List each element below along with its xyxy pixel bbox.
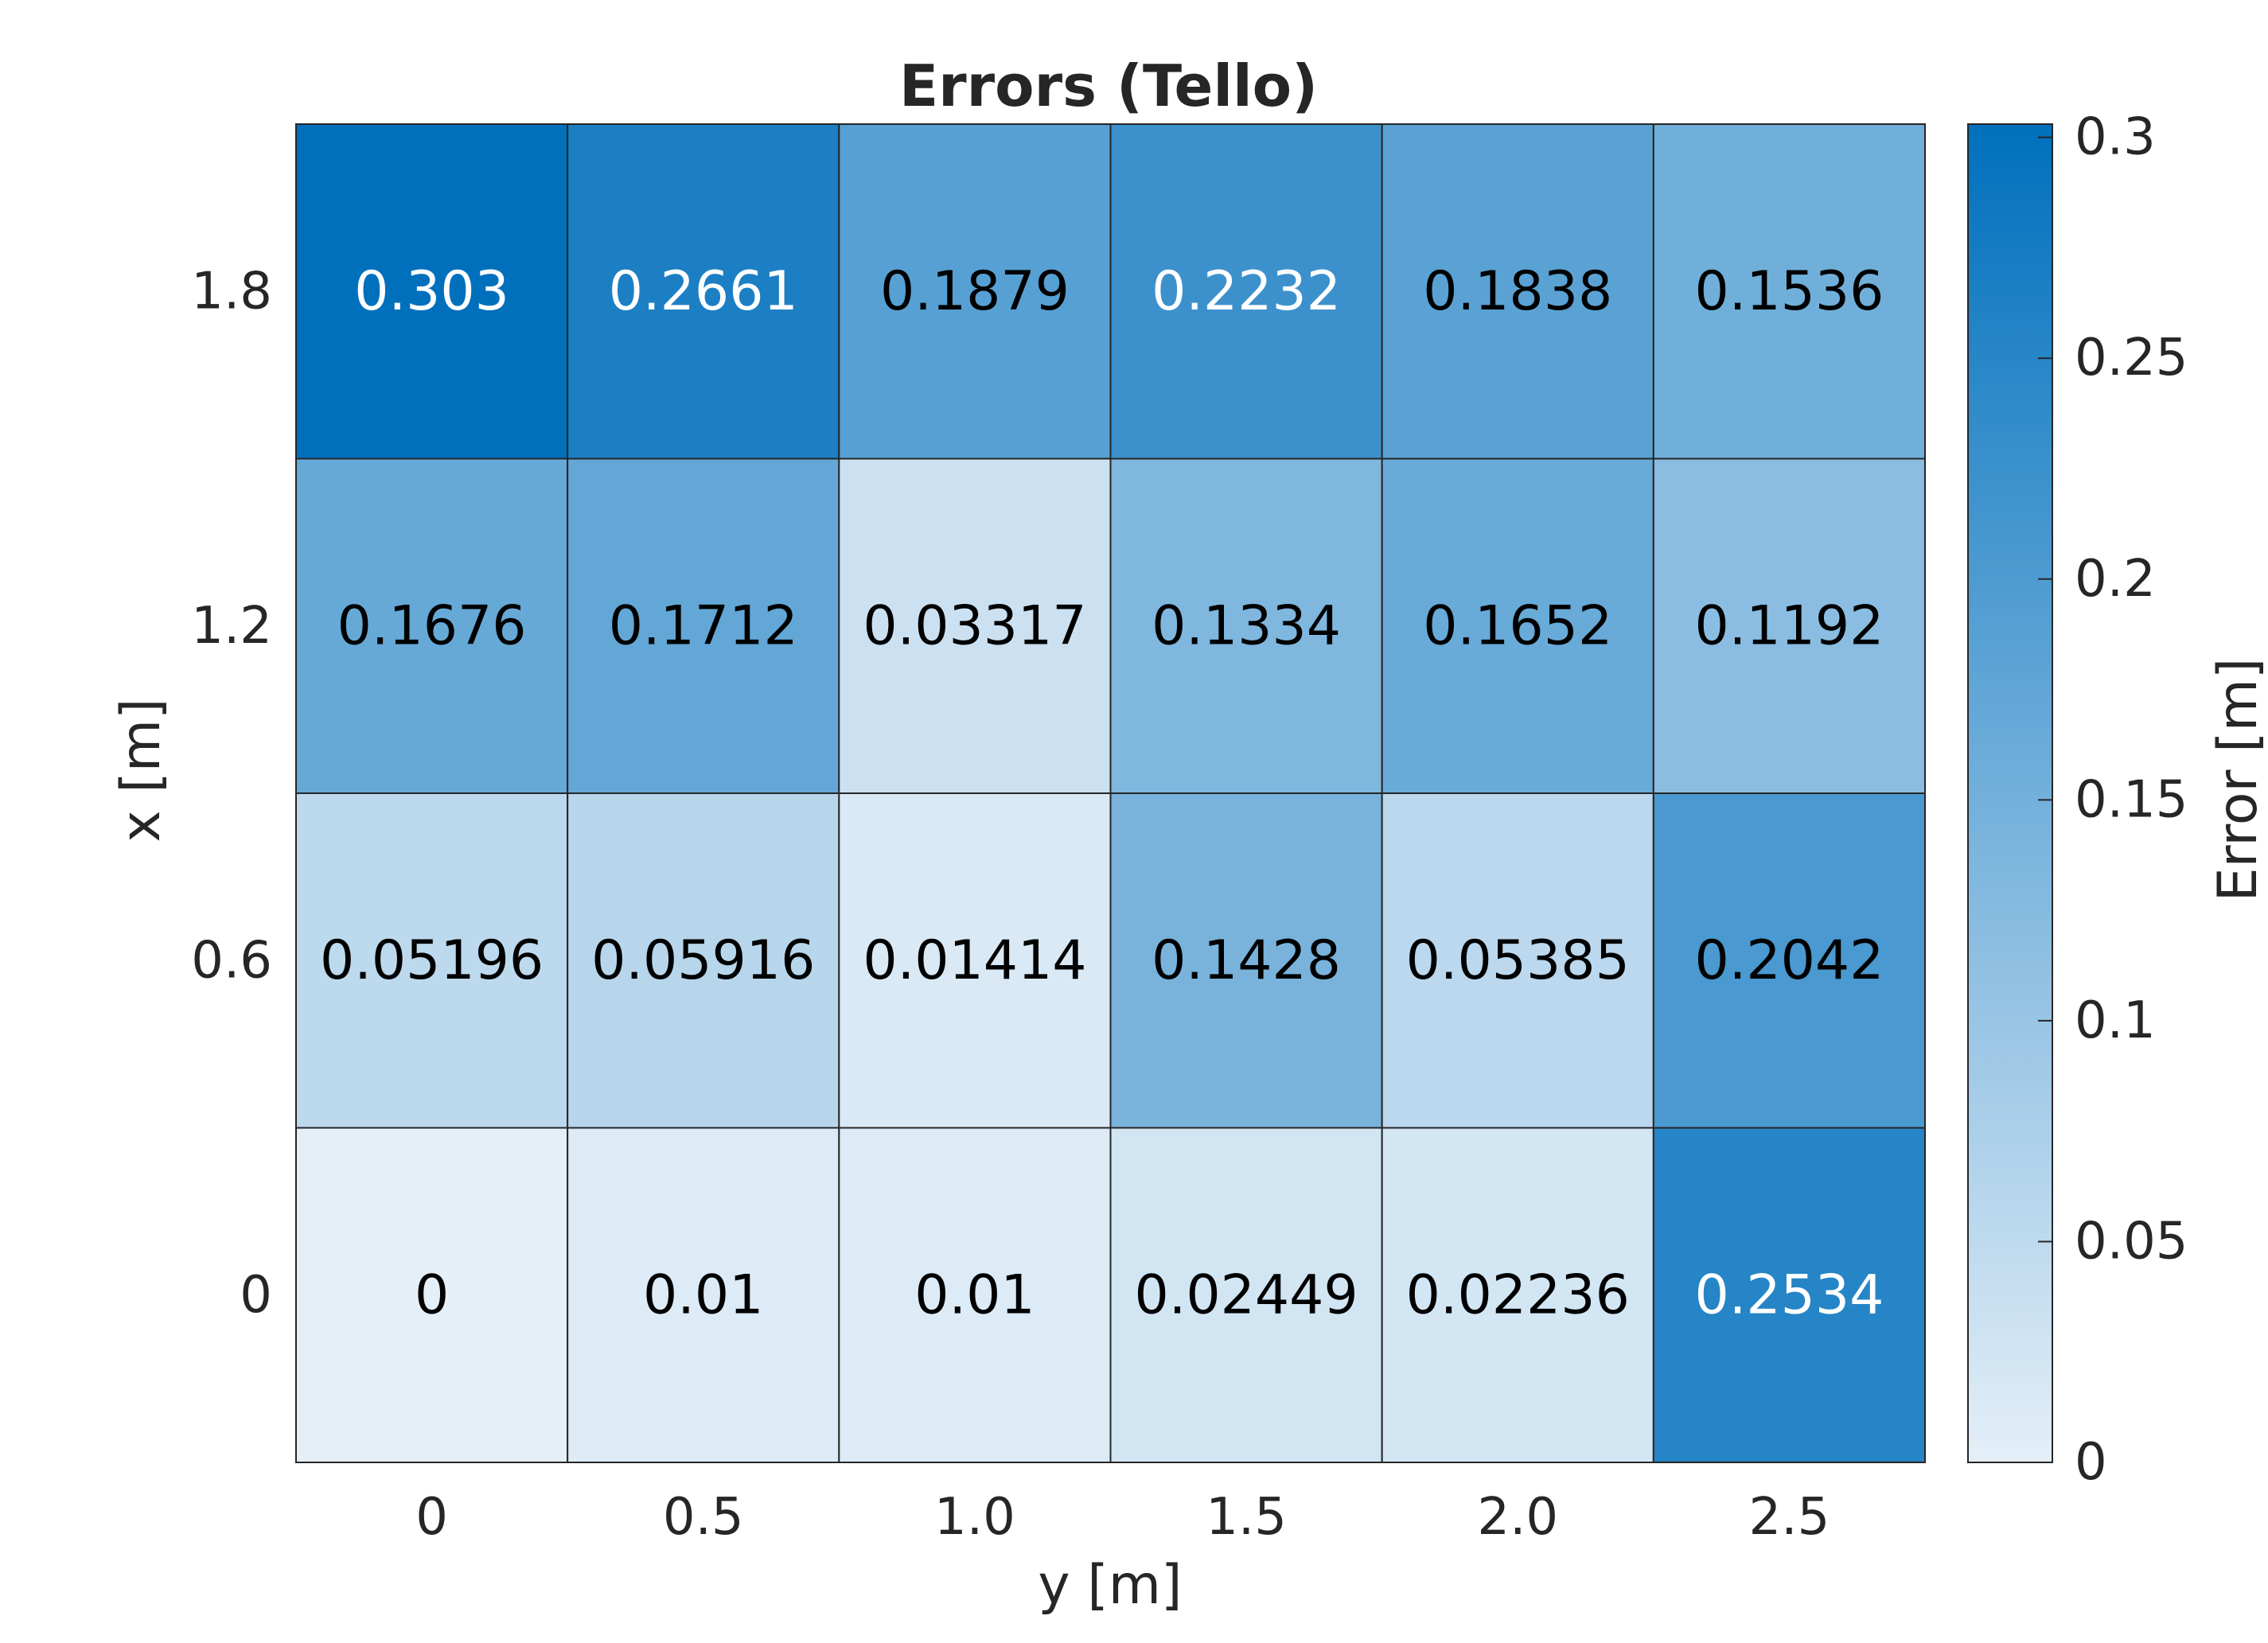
colorbar-tick-label: 0.1 (2075, 991, 2156, 1050)
cell-value-label: 0.01 (914, 1263, 1035, 1326)
heatmap-cell (567, 457, 840, 794)
cell-value-label: 0.02236 (1406, 1263, 1630, 1326)
cell-value-label: 0.02449 (1134, 1263, 1358, 1326)
heatmap-cell (838, 792, 1112, 1129)
cell-value-label: 0.05196 (320, 929, 544, 992)
heatmap-cell (567, 1127, 840, 1463)
cell-value-label: 0.05385 (1406, 929, 1630, 992)
cell-value-label: 0.01414 (863, 929, 1086, 992)
heatmap-cell-labels: 0.303 0.2661 0.1879 0.2232 0.1838 0.1536 0.167… (320, 260, 1884, 1327)
cell-value-label: 0 (415, 1263, 449, 1326)
cell-value-label: 0.1676 (337, 594, 527, 657)
y-tick-labels: 1.8 1.2 0.6 0 (191, 262, 272, 1325)
heatmap-cell (567, 123, 840, 460)
y-tick-label: 1.2 (191, 597, 272, 656)
cell-value-label: 0.01 (643, 1263, 763, 1326)
heatmap-cell (295, 457, 569, 794)
colorbar-tick-label: 0.15 (2075, 770, 2188, 829)
heatmap-cell (1109, 457, 1383, 794)
heatmap-cell (1381, 1127, 1654, 1463)
x-tick-label: 2.0 (1477, 1488, 1558, 1547)
colorbar-tick-label: 0.25 (2075, 329, 2188, 387)
cell-value-label: 0.1536 (1694, 260, 1884, 323)
cell-value-label: 0.1712 (609, 594, 798, 657)
x-tick-label: 0.5 (663, 1488, 744, 1547)
cell-value-label: 0.1838 (1423, 260, 1612, 323)
chart-title: Errors (Tello) (899, 53, 1318, 119)
x-tick-label: 2.5 (1749, 1488, 1830, 1547)
y-axis-label: x [m] (110, 698, 173, 842)
heatmap-cell (567, 792, 840, 1129)
cell-value-label: 0.05916 (591, 929, 815, 992)
colorbar-tick-label: 0.05 (2075, 1212, 2188, 1271)
y-tick-label: 0.6 (191, 931, 272, 990)
cell-value-label: 0.303 (354, 260, 509, 323)
cell-value-label: 0.03317 (863, 594, 1086, 657)
x-tick-label: 1.0 (934, 1488, 1015, 1547)
heatmap-cell (1109, 1127, 1383, 1463)
cell-value-label: 0.1879 (880, 260, 1070, 323)
colorbar-tick-label: 0.3 (2075, 108, 2156, 167)
y-tick-label: 1.8 (191, 262, 272, 321)
colorbar (1967, 123, 2053, 1463)
colorbar-tick-label: 0.2 (2075, 550, 2156, 609)
heatmap-cell (295, 792, 569, 1129)
heatmap-cell (1109, 792, 1383, 1129)
cell-value-label: 0.1334 (1152, 594, 1341, 657)
heatmap-cell (1652, 123, 1926, 460)
colorbar-tick-label: 0 (2075, 1433, 2107, 1492)
heatmap-cells (295, 123, 1926, 1463)
x-tick-label: 0 (415, 1488, 448, 1547)
heatmap-cell (1652, 457, 1926, 794)
colorbar-ticks: 0 0.05 0.1 0.15 0.2 0.25 0.3 (2038, 108, 2188, 1492)
heatmap-cell (295, 1127, 569, 1463)
heatmap-cell (838, 123, 1112, 460)
colorbar-label: Error [m] (2207, 658, 2268, 902)
cell-value-label: 0.1192 (1694, 594, 1884, 657)
heatmap-cell (1109, 123, 1383, 460)
heatmap-cell (1381, 123, 1654, 460)
x-tick-labels: 0 0.5 1.0 1.5 2.0 2.5 (415, 1488, 1830, 1547)
cell-value-label: 0.1428 (1152, 929, 1341, 992)
heatmap-cell (1652, 1127, 1926, 1463)
heatmap-cell (838, 1127, 1112, 1463)
cell-value-label: 0.1652 (1423, 594, 1612, 657)
cell-value-label: 0.2042 (1694, 929, 1884, 992)
cell-value-label: 0.2232 (1152, 260, 1341, 323)
cell-value-label: 0.2534 (1694, 1263, 1884, 1326)
heatmap-cell (1652, 792, 1926, 1129)
cell-value-label: 0.2661 (609, 260, 798, 323)
x-axis-label: y [m] (1038, 1554, 1182, 1617)
y-tick-label: 0 (240, 1266, 272, 1325)
x-tick-label: 1.5 (1206, 1488, 1287, 1547)
heatmap-cell (295, 123, 569, 460)
heatmap-cell (1381, 792, 1654, 1129)
